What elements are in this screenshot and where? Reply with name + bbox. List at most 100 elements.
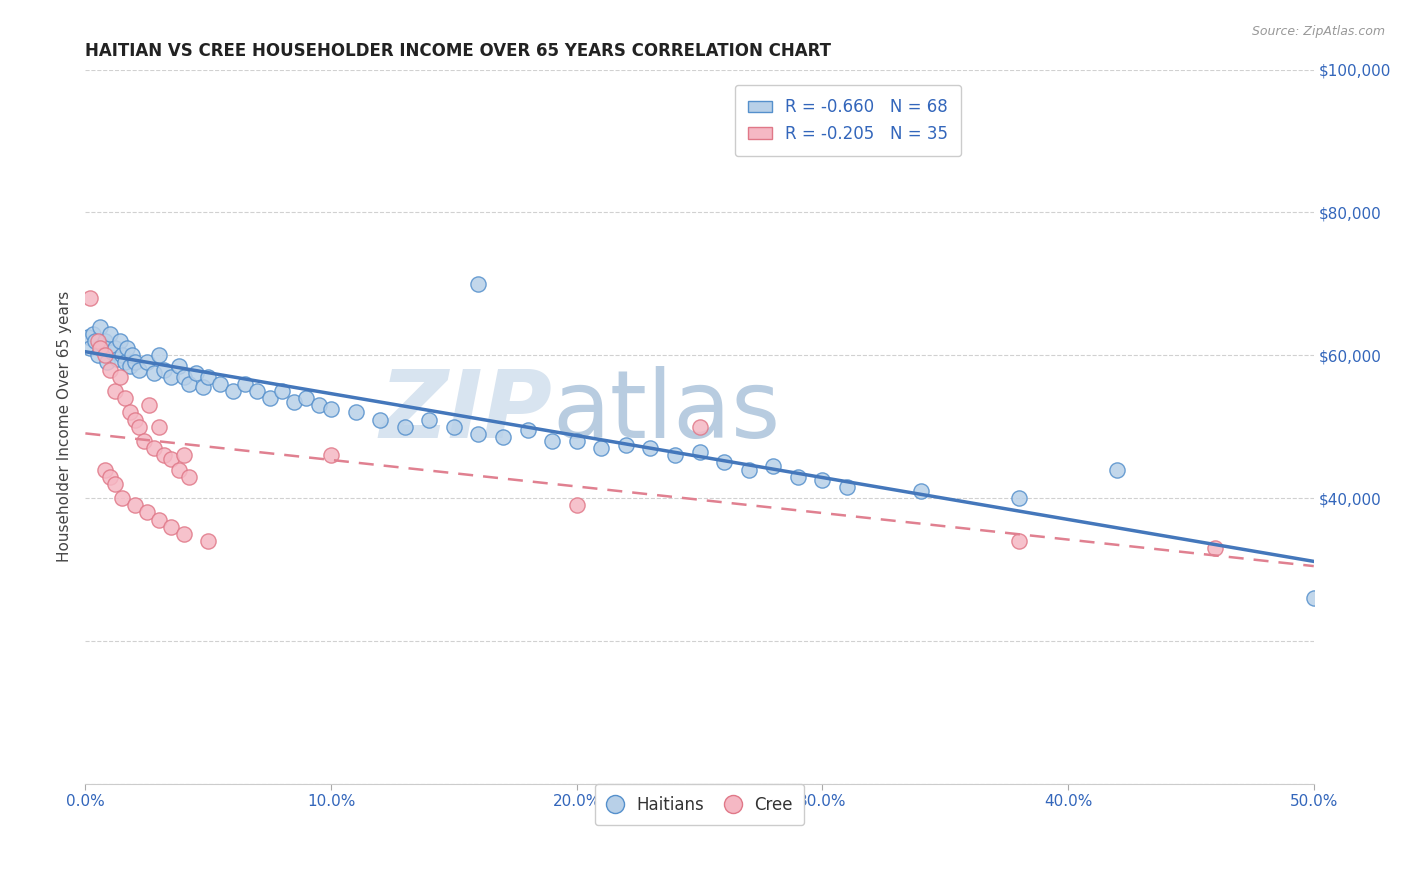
Point bbox=[98, 469, 121, 483]
Point bbox=[135, 355, 157, 369]
Point bbox=[418, 412, 440, 426]
Point bbox=[114, 391, 136, 405]
Point bbox=[565, 434, 588, 448]
Point bbox=[713, 455, 735, 469]
Point bbox=[105, 351, 128, 366]
Point bbox=[173, 448, 195, 462]
Point bbox=[153, 362, 176, 376]
Point bbox=[516, 423, 538, 437]
Point bbox=[835, 480, 858, 494]
Text: ZIP: ZIP bbox=[380, 367, 553, 458]
Point bbox=[184, 366, 207, 380]
Point bbox=[111, 348, 134, 362]
Point bbox=[94, 348, 117, 362]
Point bbox=[222, 384, 245, 398]
Point bbox=[124, 355, 146, 369]
Point bbox=[86, 334, 108, 348]
Point bbox=[143, 366, 166, 380]
Point bbox=[82, 326, 104, 341]
Point bbox=[160, 369, 183, 384]
Point bbox=[811, 473, 834, 487]
Point bbox=[467, 426, 489, 441]
Point bbox=[101, 344, 124, 359]
Point bbox=[664, 448, 686, 462]
Point bbox=[98, 362, 121, 376]
Point bbox=[308, 398, 330, 412]
Point bbox=[104, 384, 127, 398]
Point bbox=[762, 458, 785, 473]
Point bbox=[138, 398, 160, 412]
Point bbox=[79, 341, 101, 355]
Point bbox=[640, 441, 662, 455]
Point bbox=[197, 533, 219, 548]
Point bbox=[108, 369, 131, 384]
Point bbox=[148, 419, 170, 434]
Text: atlas: atlas bbox=[553, 367, 780, 458]
Point bbox=[143, 441, 166, 455]
Point bbox=[786, 469, 808, 483]
Point bbox=[153, 448, 176, 462]
Point bbox=[148, 348, 170, 362]
Text: Source: ZipAtlas.com: Source: ZipAtlas.com bbox=[1251, 25, 1385, 38]
Point bbox=[89, 319, 111, 334]
Point bbox=[96, 355, 118, 369]
Point bbox=[1008, 491, 1031, 505]
Point bbox=[86, 348, 108, 362]
Y-axis label: Householder Income Over 65 years: Householder Income Over 65 years bbox=[58, 291, 72, 562]
Point bbox=[738, 462, 761, 476]
Point bbox=[98, 326, 121, 341]
Point bbox=[689, 444, 711, 458]
Point bbox=[1205, 541, 1227, 555]
Point bbox=[134, 434, 156, 448]
Point bbox=[591, 441, 613, 455]
Point bbox=[443, 419, 465, 434]
Point bbox=[233, 376, 256, 391]
Point bbox=[91, 337, 114, 351]
Point bbox=[319, 448, 342, 462]
Point bbox=[689, 419, 711, 434]
Point bbox=[135, 505, 157, 519]
Point bbox=[271, 384, 294, 398]
Point bbox=[319, 401, 342, 416]
Point bbox=[173, 526, 195, 541]
Point bbox=[148, 512, 170, 526]
Point bbox=[167, 359, 190, 373]
Point bbox=[1302, 591, 1324, 605]
Point bbox=[295, 391, 318, 405]
Point bbox=[467, 277, 489, 291]
Point bbox=[128, 362, 150, 376]
Point bbox=[209, 376, 232, 391]
Point bbox=[111, 491, 134, 505]
Point bbox=[910, 483, 932, 498]
Point bbox=[344, 405, 367, 419]
Point bbox=[394, 419, 416, 434]
Point bbox=[94, 334, 117, 348]
Point bbox=[79, 291, 101, 305]
Point bbox=[283, 394, 305, 409]
Point bbox=[614, 437, 637, 451]
Point bbox=[108, 334, 131, 348]
Point bbox=[492, 430, 515, 444]
Point bbox=[84, 334, 107, 348]
Point bbox=[121, 348, 143, 362]
Point bbox=[1107, 462, 1129, 476]
Point bbox=[76, 330, 98, 344]
Point bbox=[160, 519, 183, 533]
Point bbox=[1008, 533, 1031, 548]
Point bbox=[114, 355, 136, 369]
Point bbox=[368, 412, 391, 426]
Point bbox=[160, 451, 183, 466]
Point bbox=[167, 462, 190, 476]
Point bbox=[128, 419, 150, 434]
Point bbox=[104, 476, 127, 491]
Point bbox=[173, 369, 195, 384]
Point bbox=[177, 469, 200, 483]
Point bbox=[115, 341, 138, 355]
Point bbox=[124, 498, 146, 512]
Point bbox=[118, 359, 141, 373]
Point bbox=[193, 380, 215, 394]
Point bbox=[124, 412, 146, 426]
Point bbox=[177, 376, 200, 391]
Point bbox=[118, 405, 141, 419]
Point bbox=[259, 391, 281, 405]
